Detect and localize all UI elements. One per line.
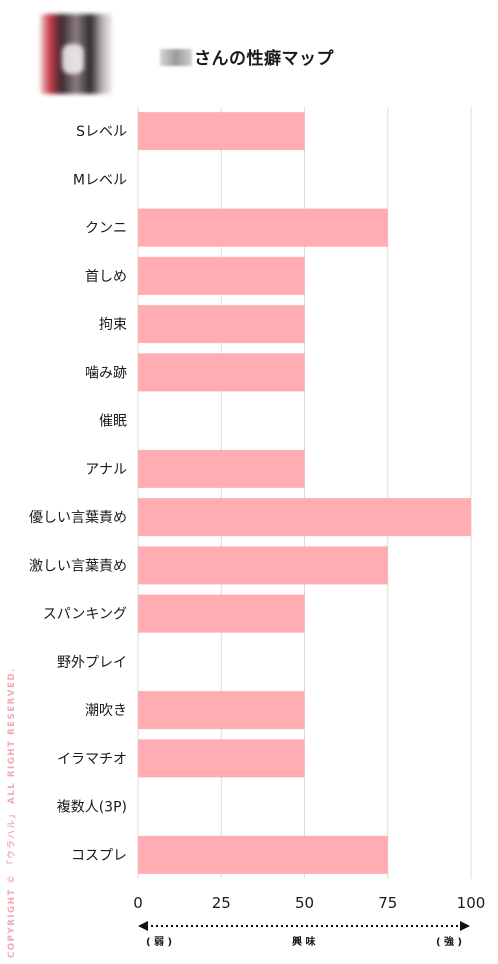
bar [138,449,305,488]
scale-weak-label: ( 弱 ) [146,937,173,948]
bar [138,739,305,778]
x-tick-label: 75 [378,894,397,912]
bar [138,353,305,392]
bar [138,835,388,874]
category-label: イラマチオ [57,751,127,767]
category-label: Mレベル [73,172,127,188]
page-title: さんの性癖マップ [194,49,334,69]
bar [138,498,471,537]
bar [138,594,305,633]
category-label: コスプレ [71,848,127,864]
bar [138,691,305,730]
arrow-right-head [460,921,470,931]
x-tick-label: 25 [212,894,231,912]
avatar [40,14,112,94]
category-label: アナル [85,462,127,478]
category-label: 優しい言葉責め [29,510,127,526]
category-label: スパンキング [43,607,127,623]
x-tick-label: 100 [457,894,486,912]
bar [138,546,388,585]
category-label: 野外プレイ [57,655,127,671]
category-label: 潮吹き [85,703,127,719]
bar [138,112,305,151]
category-label: 噛み跡 [85,365,127,381]
category-label: 激しい言葉責め [29,557,127,574]
category-label: 複数人(3P) [57,799,127,816]
category-label: クンニ [85,221,127,237]
scale-interest-label: 興 味 [292,937,316,948]
arrow-left-head [138,921,148,931]
x-tick-label: 50 [295,894,314,912]
scale-strong-label: ( 強 ) [436,937,463,948]
bar [138,256,305,295]
copyright-notice: COPYRIGHT © 「ウラハル」 ALL RIGHT RESERVED. [7,667,17,958]
x-tick-label: 0 [133,894,143,912]
category-label: Sレベル [76,124,127,140]
bar [138,208,388,247]
category-label: 首しめ [85,269,127,285]
category-label: 催眠 [99,414,127,430]
bar [138,305,305,344]
category-label: 拘束 [99,317,127,333]
blurred-username [160,49,192,66]
